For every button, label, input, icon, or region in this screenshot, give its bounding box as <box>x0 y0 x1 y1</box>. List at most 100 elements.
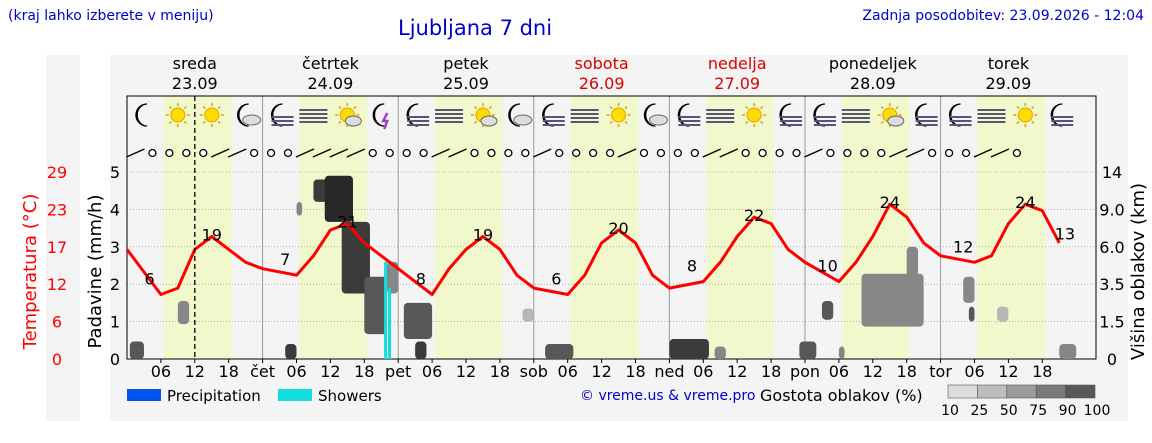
cloudy-sun-icon <box>470 103 498 127</box>
x-day-tick-label: ned <box>654 362 684 381</box>
cloud-density-level-label: 25 <box>970 403 988 419</box>
wind-calm-icon <box>944 148 954 158</box>
temp-axis-label: Temperatura (°C) <box>20 194 41 351</box>
wind-calm-icon <box>690 148 699 158</box>
day-date-2: 24.09 <box>307 74 353 93</box>
x-hour-tick-label: 06 <box>286 362 306 381</box>
wind-calm-icon <box>961 148 971 158</box>
moon-icon <box>135 103 148 127</box>
cloud-blob-12 <box>522 308 534 322</box>
x-hour-tick-label: 18 <box>761 362 781 381</box>
wind-calm-icon <box>741 148 750 158</box>
wind-calm-icon <box>249 148 259 158</box>
day-date-6: 28.09 <box>850 74 896 93</box>
cloud-blob-0 <box>129 341 144 359</box>
day-date-1: 23.09 <box>172 74 218 93</box>
hint-text: (kraj lahko izberete v meniju) <box>8 8 214 24</box>
x-hour-tick-label: 18 <box>490 362 510 381</box>
x-day-tick-label: pon <box>790 362 820 381</box>
wind-calm-icon <box>182 148 191 158</box>
precip-tick-label: 5 <box>110 163 120 182</box>
daylight-band <box>977 96 1046 359</box>
cloud-density-swatch-3 <box>1035 384 1066 399</box>
wind-barb-icon <box>448 148 467 158</box>
temp-tick-label: 6 <box>52 313 62 332</box>
fog-icon <box>841 109 870 123</box>
temperature-label-6: 6 <box>551 270 561 289</box>
precip-tick-label: 0 <box>110 350 120 369</box>
wind-barb-icon <box>804 148 823 158</box>
page-title: Ljubljana 7 dni <box>398 16 553 40</box>
cloud-blob-7 <box>364 276 387 335</box>
wind-calm-icon <box>860 148 869 158</box>
cloud-blob-21 <box>968 306 975 322</box>
wind-calm-icon <box>1012 148 1022 158</box>
left-margin-panel <box>46 55 80 421</box>
shower-bar-0 <box>384 261 388 359</box>
cloud-density-level-label: 100 <box>1084 403 1111 419</box>
fog-icon <box>706 109 735 123</box>
showers-legend-swatch <box>278 389 312 401</box>
day-date-7: 29.09 <box>985 74 1031 93</box>
wind-barb-icon <box>888 148 908 158</box>
temperature-label-14: 13 <box>1055 224 1075 243</box>
daylight-band <box>434 96 503 359</box>
cloud-blob-14 <box>714 346 726 359</box>
daylight-band <box>163 96 232 359</box>
fog-icon <box>435 109 464 123</box>
moon-fog-icon <box>406 103 430 127</box>
thunder-night-icon <box>372 103 390 130</box>
wind-barb-icon <box>346 148 366 158</box>
cloud-blob-22 <box>997 306 1009 322</box>
x-hour-tick-label: 12 <box>863 362 883 381</box>
cloud-blob-8 <box>386 261 399 294</box>
cloud-density-level-label: 50 <box>1000 403 1018 419</box>
wind-calm-icon <box>792 148 801 158</box>
wind-calm-icon <box>673 148 683 158</box>
cloud-height-tick-label: 0 <box>1107 350 1117 369</box>
temp-tick-label: 29 <box>47 163 67 182</box>
moon-fog-icon <box>813 103 836 127</box>
x-hour-tick-label: 12 <box>185 362 205 381</box>
temperature-label-7: 20 <box>608 219 628 238</box>
wind-barb-icon <box>905 148 925 158</box>
wind-calm-icon <box>555 148 564 158</box>
wind-calm-icon <box>385 148 394 158</box>
temp-tick-label: 12 <box>47 275 67 294</box>
wind-barb-icon <box>431 148 450 158</box>
day-date-5: 27.09 <box>714 74 760 93</box>
cloud-blob-23 <box>1059 344 1077 359</box>
x-hour-tick-label: 18 <box>897 362 917 381</box>
cloud-height-axis-label: Višina oblakov (km) <box>1128 183 1149 360</box>
wind-barb-icon <box>126 148 145 158</box>
wind-calm-icon <box>877 148 886 158</box>
cloud-height-tick-label: 1.5 <box>1099 313 1124 332</box>
wind-calm-icon <box>656 148 666 158</box>
cloud-blob-17 <box>838 346 845 359</box>
temperature-label-8: 8 <box>687 257 697 276</box>
day-name-7: torek <box>988 54 1030 73</box>
x-hour-tick-label: 06 <box>829 362 849 381</box>
x-hour-tick-label: 06 <box>422 362 442 381</box>
wind-calm-icon <box>283 148 293 158</box>
day-date-3: 25.09 <box>443 74 489 93</box>
moon-fog-icon <box>677 103 701 127</box>
cloud-blob-11 <box>545 344 574 359</box>
wind-calm-icon <box>521 148 530 158</box>
temp-tick-label: 0 <box>52 350 62 369</box>
wind-barb-icon <box>973 148 993 158</box>
sun-icon <box>606 103 631 127</box>
x-hour-tick-label: 12 <box>998 362 1018 381</box>
day-name-1: sreda <box>173 54 217 73</box>
precip-axis-label: Padavine (mm/h) <box>85 195 106 349</box>
cloud-density-level-label: 90 <box>1059 403 1077 419</box>
wind-barb-icon <box>617 148 637 158</box>
shower-bar-1 <box>388 287 392 359</box>
wind-barb-icon <box>312 148 332 158</box>
temperature-label-5: 19 <box>473 225 493 244</box>
precip-tick-label: 4 <box>110 200 120 219</box>
precipitation-legend-label: Precipitation <box>167 387 261 405</box>
precip-tick-label: 1 <box>110 313 120 332</box>
credit-link[interactable]: © vreme.us & vreme.pro <box>580 388 756 404</box>
day-name-2: četrtek <box>302 54 360 73</box>
